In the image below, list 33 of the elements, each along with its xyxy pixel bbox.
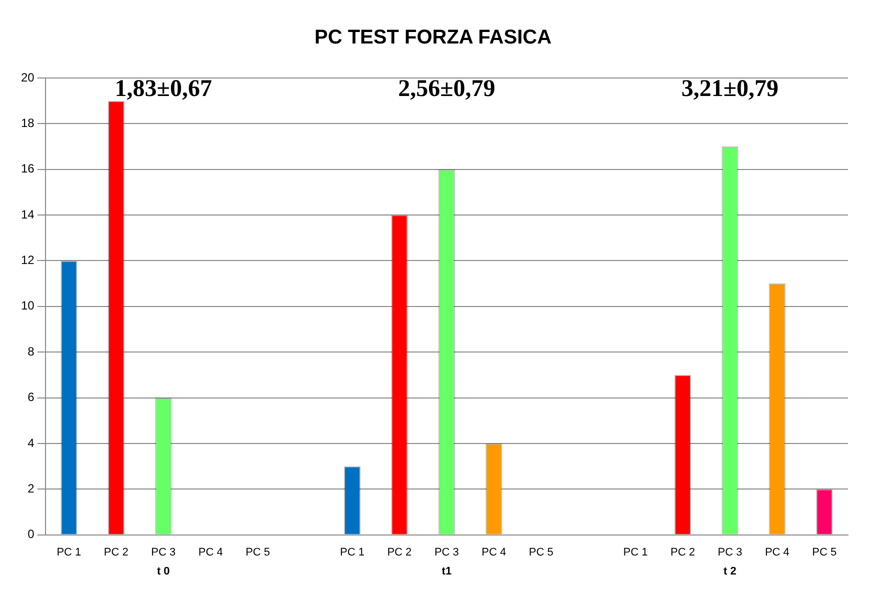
x-tick-label: PC 5 [812, 546, 837, 558]
chart-title: PC TEST FORZA FASICA [314, 26, 552, 49]
x-tick-label: PC 4 [764, 546, 790, 558]
x-tick-label: PC 4 [198, 546, 223, 558]
y-tick-label: 0 [28, 527, 35, 542]
annotation: 1,83±0,67 [114, 76, 212, 102]
annotation: 3,21±0,79 [681, 76, 779, 102]
x-tick-label: PC 3 [718, 546, 742, 558]
y-tick-label: 20 [20, 70, 35, 84]
y-tick-label: 4 [28, 436, 35, 450]
y-tick-label: 6 [28, 390, 35, 404]
text: t 2 [724, 566, 736, 578]
x-tick-label: PC 2 [104, 546, 128, 558]
x-tick-label: PC 5 [246, 546, 270, 558]
x-tick-label: PC 5 [528, 546, 554, 558]
y-tick-label: 10 [20, 298, 35, 313]
x-tick-label: PC 2 [387, 546, 412, 558]
x-tick-label: PC 1 [623, 546, 648, 558]
x-tick-label: PC 4 [482, 546, 506, 558]
y-tick-label: 12 [20, 253, 35, 268]
x-tick-label: PC 1 [56, 546, 82, 558]
y-tick-label: 14 [20, 207, 35, 222]
text: t 0 [156, 566, 170, 578]
y-tick-label: 2 [28, 481, 35, 496]
y-tick-label: 8 [28, 344, 35, 358]
x-tick-label: PC 1 [340, 546, 364, 558]
x-tick-label: PC 3 [151, 546, 176, 558]
y-tick-label: 16 [20, 162, 35, 176]
annotation: 2,56±0,79 [398, 76, 496, 102]
y-tick-label: 18 [20, 116, 35, 130]
x-tick-label: PC 2 [670, 546, 695, 558]
x-tick-label: PC 3 [434, 546, 459, 558]
text: t1 [442, 566, 452, 578]
